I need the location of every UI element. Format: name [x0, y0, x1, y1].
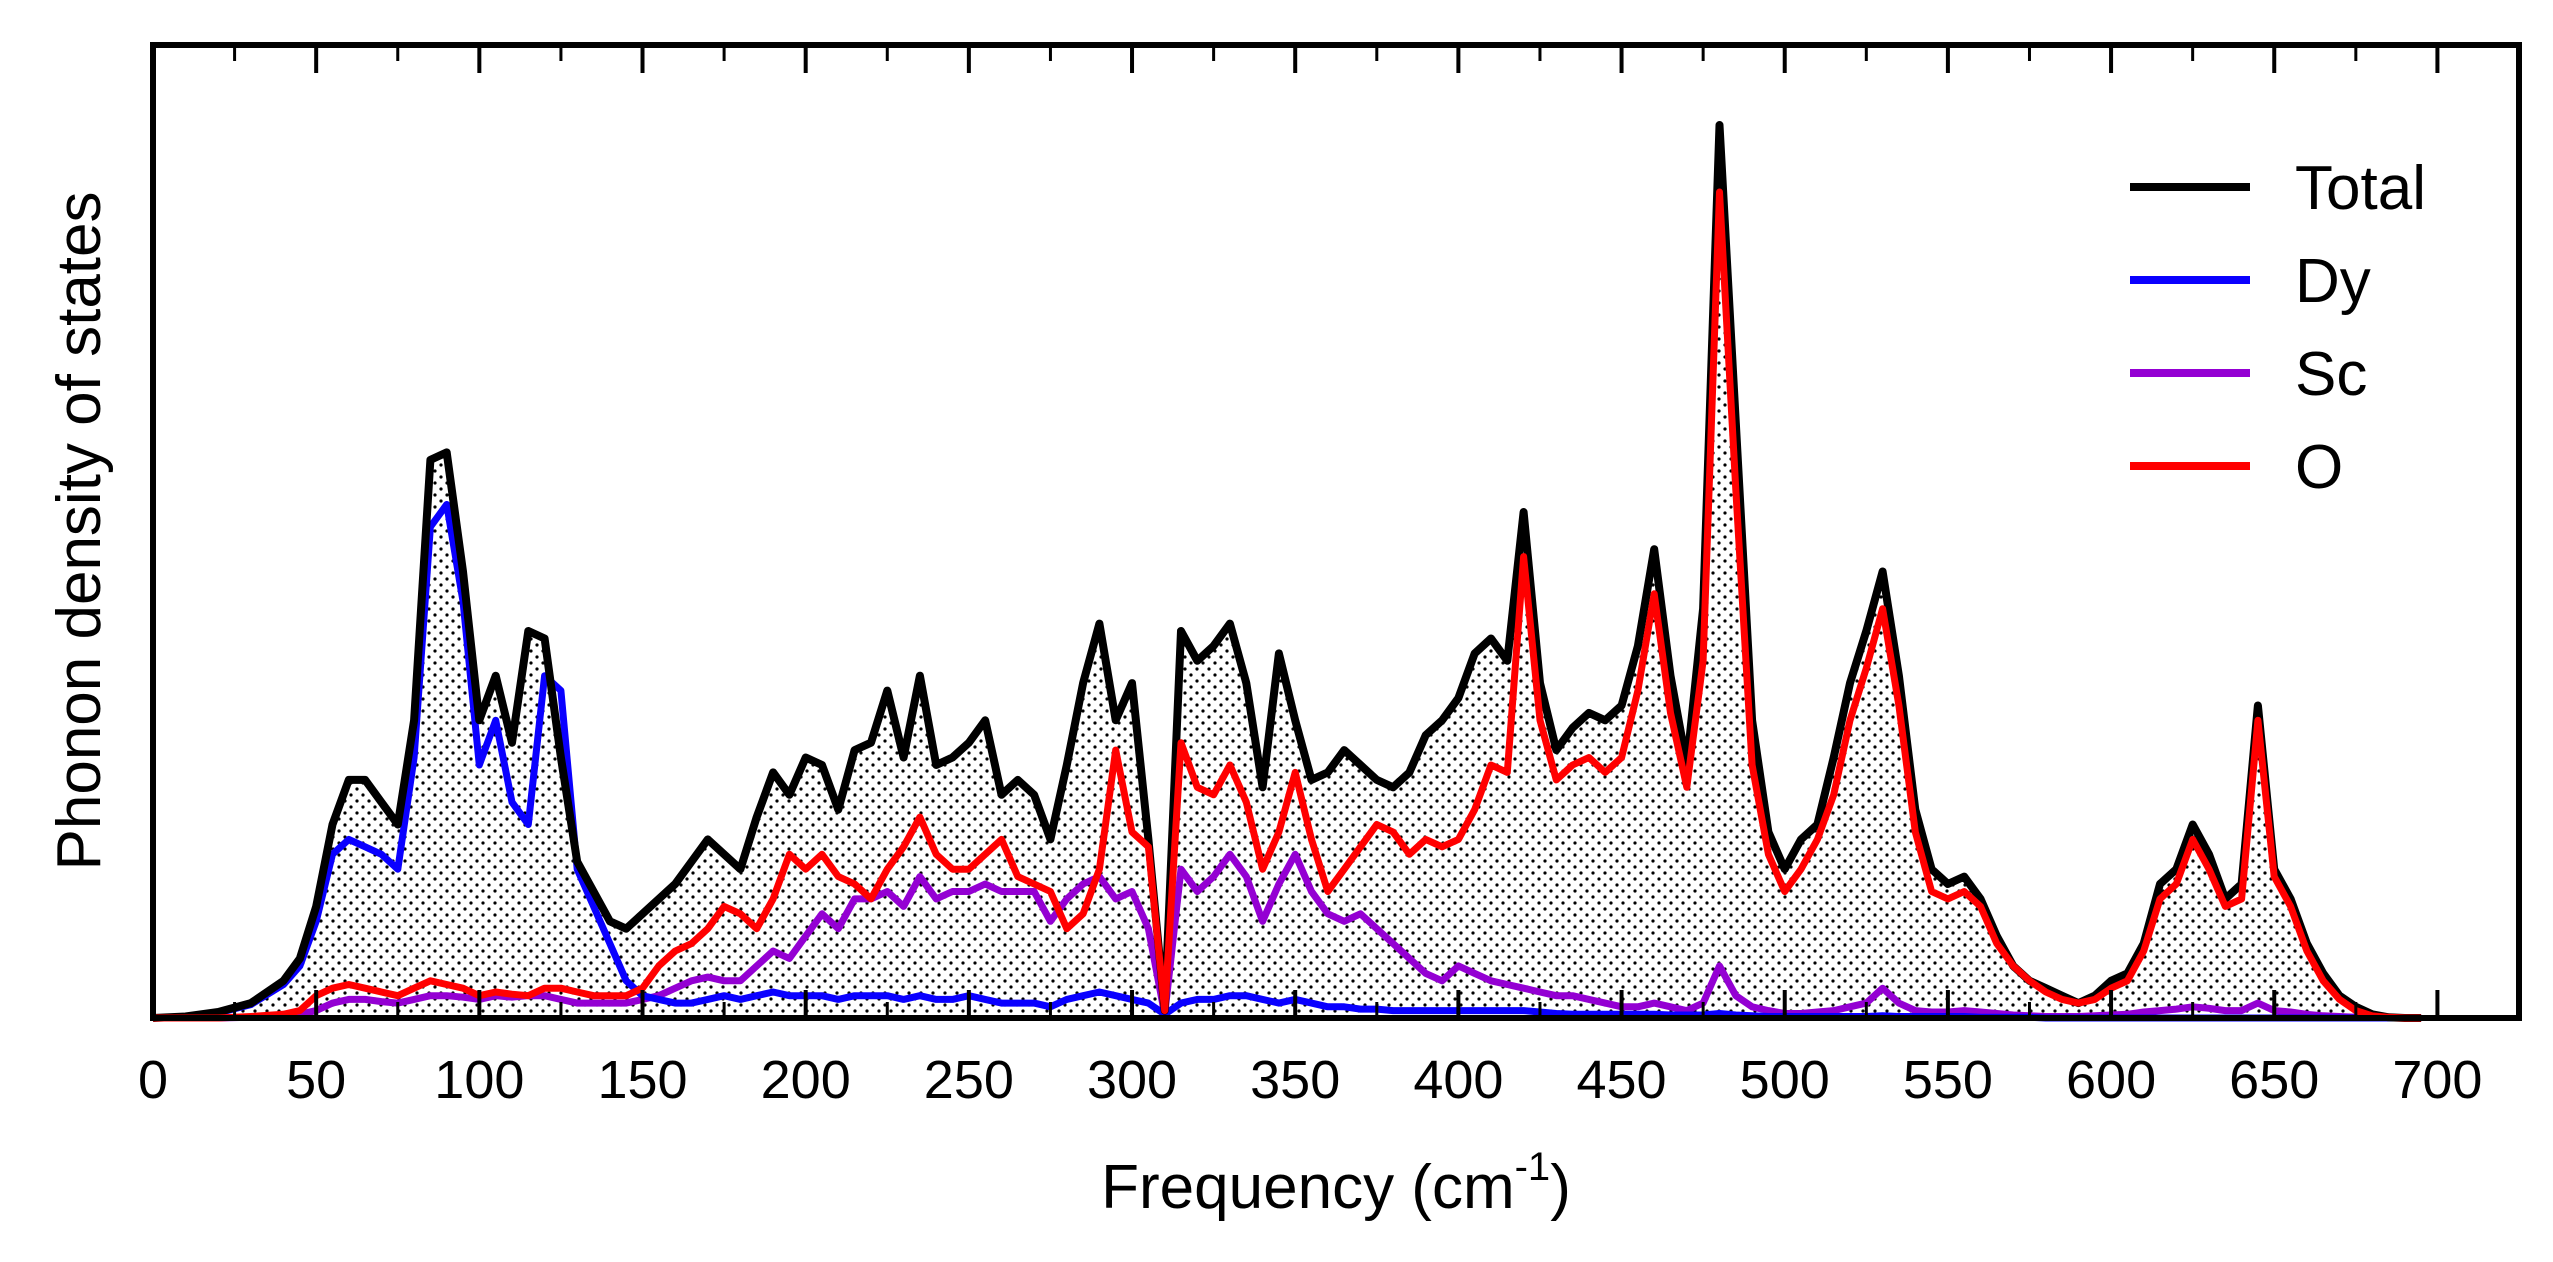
- legend-label-o: O: [2295, 433, 2343, 502]
- legend-label-dy: Dy: [2295, 247, 2371, 316]
- x-axis-label: Frequency (cm-1): [1101, 1145, 1571, 1222]
- x-tick-label: 200: [761, 1050, 851, 1110]
- x-tick-label: 50: [286, 1050, 346, 1110]
- x-tick-label: 100: [434, 1050, 524, 1110]
- y-axis-label: Phonon density of states: [45, 191, 114, 870]
- x-tick-labels: 0 50 100 150 200 250 300 350 400 450 500 550 600 650 7…: [138, 1050, 2482, 1110]
- x-tick-label: 150: [597, 1050, 687, 1110]
- total-fill-area: [153, 125, 2422, 1018]
- legend: Total Dy Sc O: [2130, 154, 2426, 502]
- series-line-o: [153, 188, 2422, 1022]
- x-tick-label: 550: [1903, 1050, 1993, 1110]
- x-tick-label: 300: [1087, 1050, 1177, 1110]
- legend-label-sc: Sc: [2295, 340, 2367, 409]
- x-tick-label: 500: [1740, 1050, 1830, 1110]
- x-tick-label: 0: [138, 1050, 168, 1110]
- x-axis-label-close: ): [1550, 1153, 1571, 1222]
- x-tick-label: 700: [2392, 1050, 2482, 1110]
- legend-label-total: Total: [2295, 154, 2426, 223]
- x-tick-label: 400: [1413, 1050, 1503, 1110]
- x-axis-label-superscript: -1: [1515, 1145, 1551, 1189]
- total-fill-path: [153, 125, 2422, 1018]
- x-tick-label: 250: [924, 1050, 1014, 1110]
- x-axis-label-text: Frequency (cm: [1101, 1153, 1514, 1222]
- plot-frame: [150, 42, 2522, 1021]
- x-tick-label: 600: [2066, 1050, 2156, 1110]
- x-tick-label: 650: [2229, 1050, 2319, 1110]
- x-tick-label: 350: [1250, 1050, 1340, 1110]
- x-tick-label: 450: [1576, 1050, 1666, 1110]
